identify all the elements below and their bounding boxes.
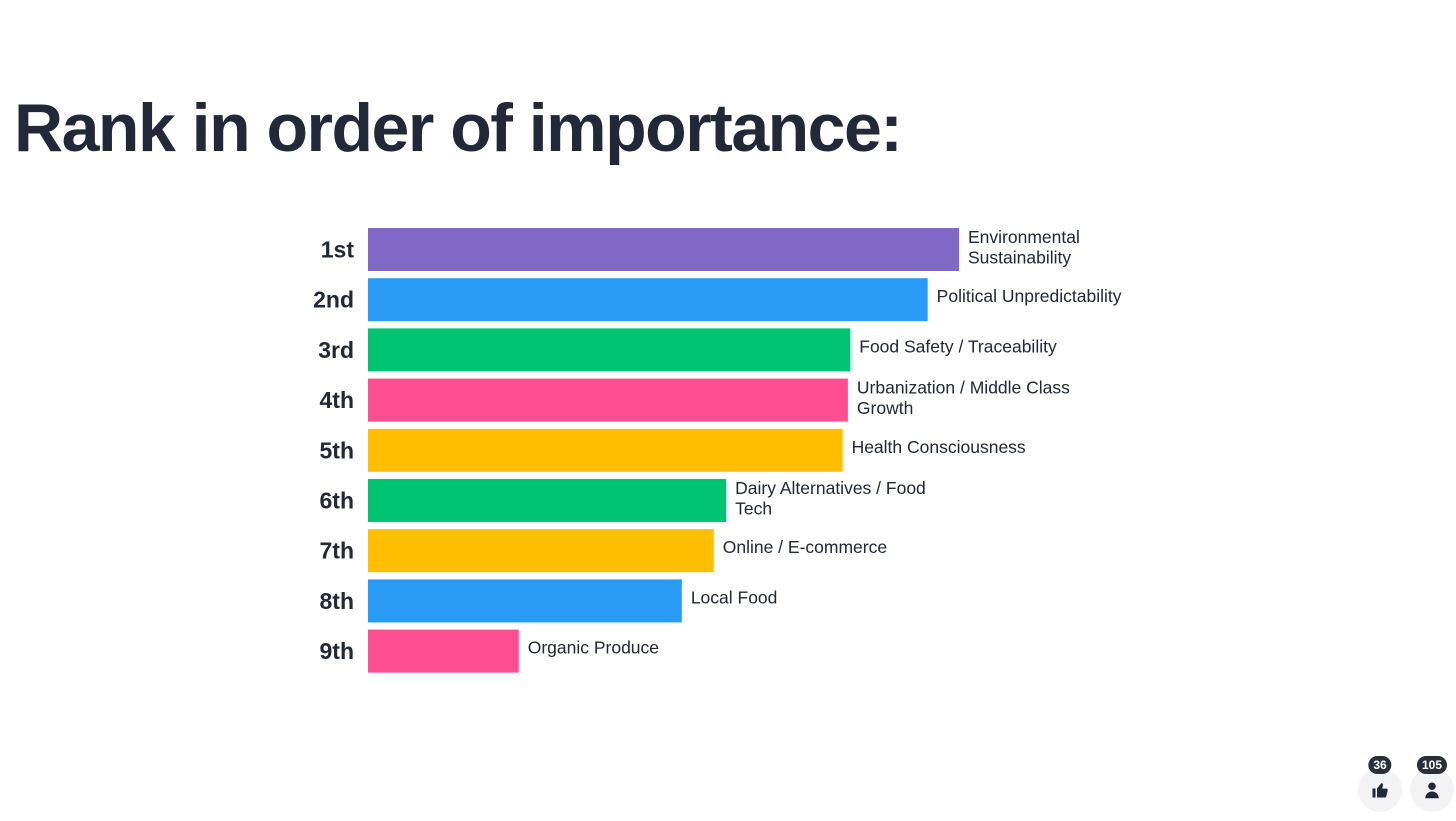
bar-label: Sustainability	[968, 248, 1071, 268]
rank-label: 8th	[320, 588, 355, 614]
bar	[368, 529, 714, 573]
bar-label: Dairy Alternatives / Food	[735, 478, 926, 498]
rank-label: 6th	[320, 488, 355, 514]
bar	[368, 228, 959, 271]
rank-label: 2nd	[313, 287, 354, 313]
bar-label: Health Consciousness	[852, 437, 1026, 457]
rank-label: 9th	[320, 638, 355, 664]
bar-label: Urbanization / Middle Class	[857, 378, 1070, 398]
thumbs-up-icon	[1372, 783, 1388, 798]
bar	[368, 428, 843, 472]
bar	[368, 328, 851, 372]
person-icon	[1425, 782, 1439, 799]
bar	[368, 629, 519, 673]
rank-label: 1st	[321, 237, 355, 263]
bar-label: Tech	[735, 499, 772, 519]
bar	[368, 378, 848, 422]
bar	[368, 579, 682, 623]
bar-label: Growth	[857, 398, 913, 418]
bar	[368, 479, 727, 522]
bar-label: Online / E-commerce	[723, 537, 887, 557]
bar-label: Local Food	[691, 587, 778, 607]
rank-label: 4th	[320, 387, 355, 413]
page-title: Rank in order of importance:	[14, 90, 903, 166]
rank-label: 7th	[320, 538, 355, 564]
like-button[interactable]: 36	[1358, 756, 1402, 812]
bar-label: Food Safety / Traceability	[859, 336, 1057, 356]
rank-label: 3rd	[318, 337, 354, 363]
rank-label: 5th	[320, 437, 355, 463]
bar-label: Political Unpredictability	[937, 286, 1122, 306]
bar	[368, 278, 928, 322]
participants-button[interactable]: 105	[1410, 756, 1454, 812]
participants-count-badge: 105	[1416, 756, 1448, 774]
bar-label: Environmental	[968, 227, 1080, 247]
bar-label: Organic Produce	[528, 638, 659, 658]
likes-count-badge: 36	[1368, 756, 1392, 774]
